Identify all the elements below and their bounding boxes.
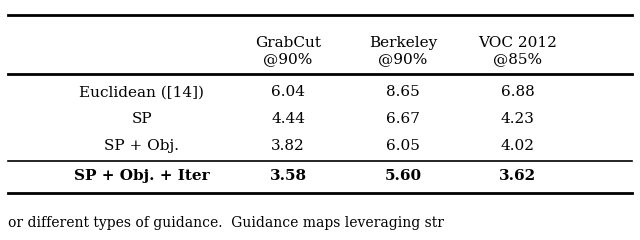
Text: SP + Obj.: SP + Obj. [104, 139, 179, 153]
Text: Berkeley
@90%: Berkeley @90% [369, 36, 437, 66]
Text: 3.62: 3.62 [499, 169, 536, 183]
Text: Euclidean ([14]): Euclidean ([14]) [79, 85, 204, 100]
Text: 6.05: 6.05 [386, 139, 420, 153]
Text: or different types of guidance.  Guidance maps leveraging str: or different types of guidance. Guidance… [8, 216, 444, 230]
Text: 6.67: 6.67 [386, 112, 420, 126]
Text: 3.82: 3.82 [271, 139, 305, 153]
Text: 4.44: 4.44 [271, 112, 305, 126]
Text: SP: SP [131, 112, 152, 126]
Text: 8.65: 8.65 [386, 85, 420, 100]
Text: 4.23: 4.23 [500, 112, 534, 126]
Text: 3.58: 3.58 [269, 169, 307, 183]
Text: VOC 2012
@85%: VOC 2012 @85% [478, 36, 557, 66]
Text: GrabCut
@90%: GrabCut @90% [255, 36, 321, 66]
Text: SP + Obj. + Iter: SP + Obj. + Iter [74, 169, 209, 183]
Text: 4.02: 4.02 [500, 139, 534, 153]
Text: 5.60: 5.60 [384, 169, 421, 183]
Text: 6.04: 6.04 [271, 85, 305, 100]
Text: 6.88: 6.88 [500, 85, 534, 100]
